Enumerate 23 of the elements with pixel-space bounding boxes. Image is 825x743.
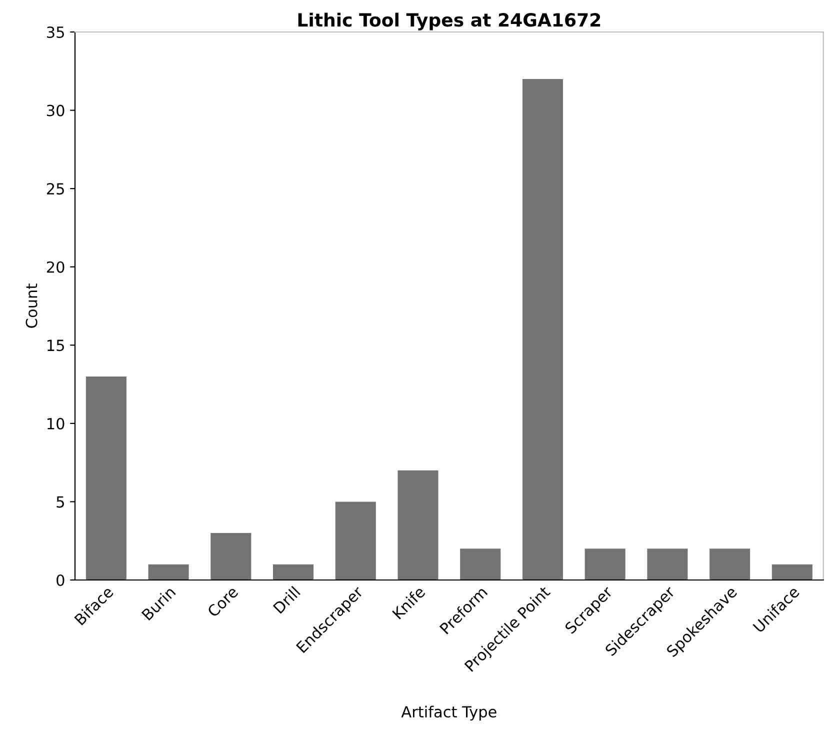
bar xyxy=(460,548,501,580)
y-tick-label: 5 xyxy=(56,496,64,508)
x-axis-title: Artifact Type xyxy=(401,706,496,721)
bar xyxy=(647,548,688,580)
bar xyxy=(584,548,626,580)
bar xyxy=(398,470,438,580)
y-tick-label: 30 xyxy=(47,104,64,116)
bar xyxy=(522,78,563,580)
chart-title: Lithic Tool Types at 24GA1672 xyxy=(298,12,600,30)
bar xyxy=(273,564,314,580)
bar xyxy=(148,564,189,580)
y-tick-label: 0 xyxy=(56,574,64,586)
y-tick-label: 25 xyxy=(46,183,64,195)
y-tick-label: 15 xyxy=(48,340,64,352)
y-tick-label: 10 xyxy=(48,418,64,430)
y-axis-title: Count xyxy=(26,284,38,328)
bar xyxy=(335,502,376,580)
bar xyxy=(772,564,812,580)
y-tick-label: 35 xyxy=(47,26,64,38)
bar xyxy=(710,548,750,580)
bar xyxy=(210,533,252,580)
bar xyxy=(86,376,126,580)
y-tick-label: 20 xyxy=(46,261,64,273)
